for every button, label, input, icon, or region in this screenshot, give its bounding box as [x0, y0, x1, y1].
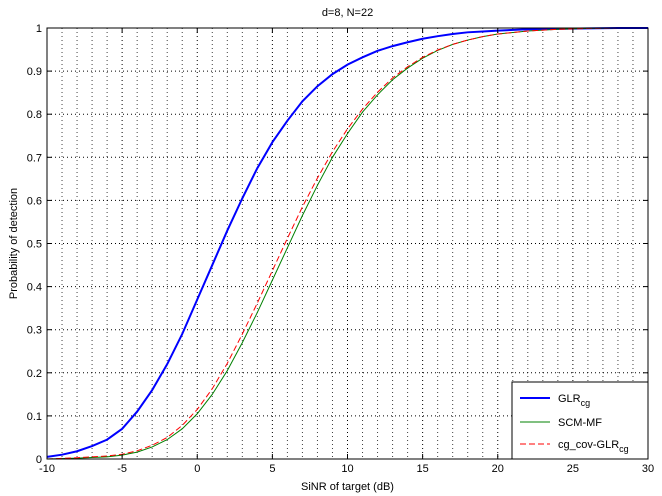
y-tick-label: 0.1 — [27, 411, 42, 423]
x-tick-label: 15 — [417, 463, 429, 475]
grid — [47, 28, 648, 459]
legend-label-subscript: cg — [619, 444, 629, 454]
x-tick-label: 0 — [194, 463, 200, 475]
chart-title: d=8, N=22 — [322, 7, 373, 19]
series-lines — [46, 27, 648, 460]
y-tick-label: 0.3 — [27, 325, 42, 337]
legend-box — [511, 381, 649, 460]
x-tick-label: 25 — [567, 463, 579, 475]
y-tick-label: 0.8 — [27, 109, 42, 121]
series-line-1 — [46, 27, 648, 458]
legend-label-2: SCM-MF — [558, 417, 602, 429]
legend-label-subscript: cg — [581, 398, 591, 408]
y-tick-label: 0.6 — [27, 195, 42, 207]
x-tick-label: 10 — [341, 463, 353, 475]
y-tick-label: 0.9 — [27, 66, 42, 78]
x-tick-label: 30 — [642, 463, 654, 475]
y-tick-label: 0.5 — [27, 239, 42, 251]
y-tick-label: 0.2 — [27, 368, 42, 380]
x-axis-label: SiNR of target (dB) — [301, 481, 394, 493]
y-tick-label: 1 — [36, 23, 42, 35]
y-tick-label: 0.7 — [27, 152, 42, 164]
x-tick-label: 5 — [269, 463, 275, 475]
x-tick-label: 20 — [492, 463, 504, 475]
series-line-3 — [46, 27, 648, 460]
x-tick-label: -5 — [117, 463, 127, 475]
y-tick-label: 0.4 — [27, 282, 42, 294]
y-axis-label: Probability of detection — [8, 188, 20, 299]
x-tick-label: -10 — [39, 463, 55, 475]
axis-ticks: -10 -5 0 5 10 15 20 25 30 0 0.1 0.2 0.3 0.4 0.5 0.6 0.7 0… — [27, 23, 654, 475]
y-tick-label: 0 — [36, 454, 42, 466]
legend-label-3: cg_cov-GLRcg — [558, 439, 629, 454]
